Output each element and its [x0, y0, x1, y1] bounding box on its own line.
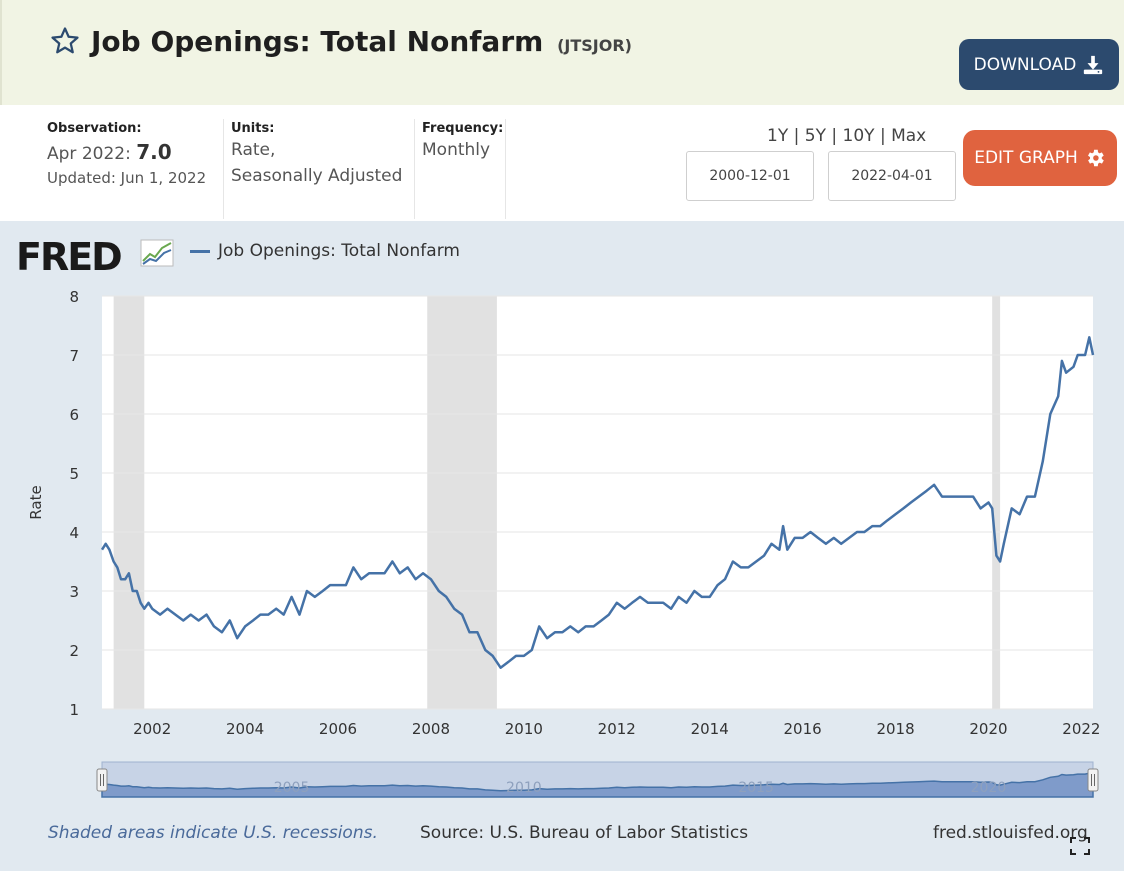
y-tick-label: 1 [69, 701, 79, 719]
gear-icon [1087, 149, 1104, 167]
y-tick-label: 3 [69, 583, 79, 601]
line-chart[interactable]: 1 2 3 4 5 6 7 8 2002 2004 2006 2008 2010 2012 2014 2016… [0, 221, 1124, 871]
observation-value: 7.0 [136, 140, 172, 164]
download-icon [1084, 55, 1103, 74]
x-tick-label: 2012 [598, 720, 636, 738]
y-axis-label: Rate [27, 485, 45, 519]
site-link[interactable]: fred.stlouisfed.org [933, 823, 1088, 843]
navigator-label: 2005 [274, 780, 310, 796]
plot-background [102, 296, 1093, 709]
x-tick-label: 2020 [969, 720, 1007, 738]
y-tick-label: 7 [69, 347, 79, 365]
y-tick-label: 8 [69, 288, 79, 306]
y-tick-label: 6 [69, 406, 79, 424]
end-date-input[interactable]: 2022-04-01 [828, 151, 956, 201]
series-id: (JTSJOR) [557, 36, 632, 55]
start-date-input[interactable]: 2000-12-01 [686, 151, 814, 201]
y-tick-label: 4 [69, 524, 79, 542]
x-tick-label: 2014 [691, 720, 729, 738]
meta-row: Observation: Apr 2022: 7.0 Updated: Jun … [0, 105, 1124, 221]
series-header: Job Openings: Total Nonfarm (JTSJOR) DOW… [0, 0, 1124, 105]
x-tick-label: 2018 [876, 720, 914, 738]
units-block: Units: Rate, Seasonally Adjusted [231, 121, 402, 189]
series-line[interactable] [100, 336, 1095, 669]
download-button[interactable]: DOWNLOAD [959, 39, 1119, 90]
range-separator: | [831, 126, 838, 146]
units-line-1: Rate, [231, 140, 276, 160]
page-title: Job Openings: Total Nonfarm (JTSJOR) [91, 25, 632, 58]
recession-band [992, 296, 1001, 709]
x-tick-label: 2016 [784, 720, 822, 738]
x-tick-label: 2002 [133, 720, 171, 738]
legend-label: Job Openings: Total Nonfarm [218, 241, 460, 261]
range-selector: 1Y | 5Y | 10Y | Max [767, 126, 926, 146]
divider [223, 119, 224, 219]
star-icon[interactable] [50, 26, 80, 56]
navigator-label: 2010 [506, 780, 542, 796]
x-tick-label: 2004 [226, 720, 264, 738]
range-separator: | [793, 126, 800, 146]
navigator-series [101, 772, 1094, 798]
divider [414, 119, 415, 219]
download-label: DOWNLOAD [973, 54, 1077, 75]
x-tick-label: 2006 [319, 720, 357, 738]
recession-note[interactable]: Shaded areas indicate U.S. recessions. [48, 823, 378, 843]
recession-band [113, 296, 145, 709]
observation-period: Apr 2022: [47, 144, 131, 164]
updated-date: Updated: Jun 1, 2022 [47, 169, 207, 187]
series-title: Job Openings: Total Nonfarm [91, 25, 544, 58]
y-tick-label: 5 [69, 465, 79, 483]
observation-block: Observation: Apr 2022: 7.0 Updated: Jun … [47, 121, 206, 187]
edit-graph-label: EDIT GRAPH [974, 148, 1078, 168]
range-5y[interactable]: 5Y [804, 126, 826, 146]
chart-legend[interactable]: Job Openings: Total Nonfarm [190, 241, 460, 261]
legend-swatch [190, 249, 210, 253]
observation-label: Observation: [47, 121, 142, 136]
range-1y[interactable]: 1Y [767, 126, 789, 146]
navigator-label: 2015 [738, 780, 774, 796]
x-tick-label: 2022 [1062, 720, 1100, 738]
x-tick-label: 2008 [412, 720, 450, 738]
recession-band [427, 296, 497, 709]
units-line-2: Seasonally Adjusted [231, 166, 403, 186]
fred-logo: FRED [16, 235, 123, 279]
units-label: Units: [231, 121, 275, 136]
frequency-label: Frequency: [422, 121, 504, 136]
range-max[interactable]: Max [891, 126, 927, 146]
range-separator: | [879, 126, 886, 146]
navigator-handle[interactable] [96, 768, 108, 792]
frequency-value: Monthly [422, 140, 491, 160]
y-tick-label: 2 [69, 642, 79, 660]
range-10y[interactable]: 10Y [842, 126, 875, 146]
divider [505, 119, 506, 219]
navigator-handle[interactable] [1087, 768, 1099, 792]
edit-graph-button[interactable]: EDIT GRAPH [963, 130, 1117, 186]
x-tick-label: 2010 [505, 720, 543, 738]
frequency-block: Frequency: Monthly [422, 121, 503, 163]
navigator-label: 2020 [971, 780, 1007, 796]
fullscreen-icon[interactable] [1070, 837, 1090, 855]
fred-logo-icon [140, 239, 174, 267]
chart-container: FRED Job Openings: Total Nonfarm 1 2 3 4 5 6 7… [0, 221, 1124, 871]
source-note[interactable]: Source: U.S. Bureau of Labor Statistics [420, 823, 749, 843]
